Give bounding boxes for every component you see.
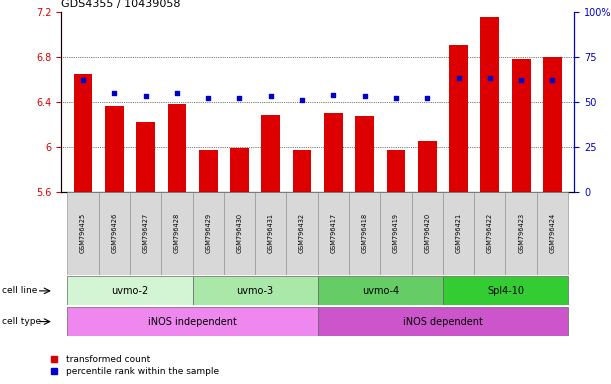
Text: GSM796421: GSM796421 (456, 213, 461, 253)
Point (453, 75, 463, 81)
Bar (355, 116, 374, 192)
Bar (98, 192, 130, 275)
Point (391, 95, 401, 101)
Text: GSM796427: GSM796427 (142, 213, 148, 253)
Text: GSM796420: GSM796420 (424, 213, 430, 253)
Point (360, 93, 370, 99)
Text: GDS4355 / 10439058: GDS4355 / 10439058 (61, 0, 181, 9)
Bar (537, 192, 568, 275)
Bar (224, 192, 255, 275)
Point (547, 77, 557, 83)
Text: GSM796422: GSM796422 (487, 213, 493, 253)
Bar (418, 141, 437, 192)
Bar (543, 56, 562, 192)
Bar (505, 192, 537, 275)
Text: GSM796429: GSM796429 (205, 213, 211, 253)
Point (329, 91, 338, 98)
Point (172, 90, 182, 96)
Bar (474, 192, 505, 275)
Text: GSM796423: GSM796423 (518, 213, 524, 253)
Legend: transformed count, percentile rank within the sample: transformed count, percentile rank withi… (41, 352, 223, 379)
Text: GSM796428: GSM796428 (174, 213, 180, 253)
Bar (412, 192, 443, 275)
Bar (480, 17, 499, 192)
Text: GSM796432: GSM796432 (299, 213, 305, 253)
Point (78, 77, 88, 83)
Text: Spl4-10: Spl4-10 (487, 286, 524, 296)
Bar (512, 59, 530, 192)
Text: GSM796418: GSM796418 (362, 213, 368, 253)
Text: cell line: cell line (2, 286, 38, 295)
Text: GSM796419: GSM796419 (393, 213, 399, 253)
Bar (449, 45, 468, 192)
Text: cell type: cell type (2, 317, 42, 326)
Bar (380, 192, 412, 275)
Bar (318, 276, 443, 305)
Text: GSM796431: GSM796431 (268, 213, 274, 253)
Text: uvmo-4: uvmo-4 (362, 286, 399, 296)
Bar (73, 74, 92, 192)
Text: GSM796417: GSM796417 (331, 213, 337, 253)
Text: GSM796424: GSM796424 (549, 213, 555, 253)
Bar (318, 307, 568, 336)
Bar (387, 150, 405, 192)
Point (266, 93, 276, 99)
Point (109, 90, 119, 96)
Bar (230, 148, 249, 192)
Bar (262, 115, 280, 192)
Bar (136, 122, 155, 192)
Text: GSM796430: GSM796430 (236, 213, 243, 253)
Point (516, 77, 526, 83)
Bar (255, 192, 287, 275)
Bar (67, 276, 192, 305)
Bar (443, 192, 474, 275)
Bar (349, 192, 380, 275)
Bar (293, 150, 312, 192)
Bar (192, 276, 318, 305)
Text: uvmo-2: uvmo-2 (111, 286, 148, 296)
Bar (130, 192, 161, 275)
Bar (192, 192, 224, 275)
Bar (318, 192, 349, 275)
Bar (443, 276, 568, 305)
Point (422, 95, 432, 101)
Bar (167, 104, 186, 192)
Point (297, 97, 307, 103)
Bar (199, 150, 218, 192)
Bar (161, 192, 192, 275)
Point (485, 75, 495, 81)
Bar (287, 192, 318, 275)
Point (141, 93, 150, 99)
Point (235, 95, 244, 101)
Text: uvmo-3: uvmo-3 (236, 286, 274, 296)
Bar (324, 113, 343, 192)
Text: GSM796426: GSM796426 (111, 213, 117, 253)
Bar (67, 307, 318, 336)
Text: GSM796425: GSM796425 (80, 213, 86, 253)
Text: iNOS independent: iNOS independent (148, 316, 237, 327)
Text: iNOS dependent: iNOS dependent (403, 316, 483, 327)
Point (203, 95, 213, 101)
Bar (67, 192, 98, 275)
Bar (105, 106, 123, 192)
